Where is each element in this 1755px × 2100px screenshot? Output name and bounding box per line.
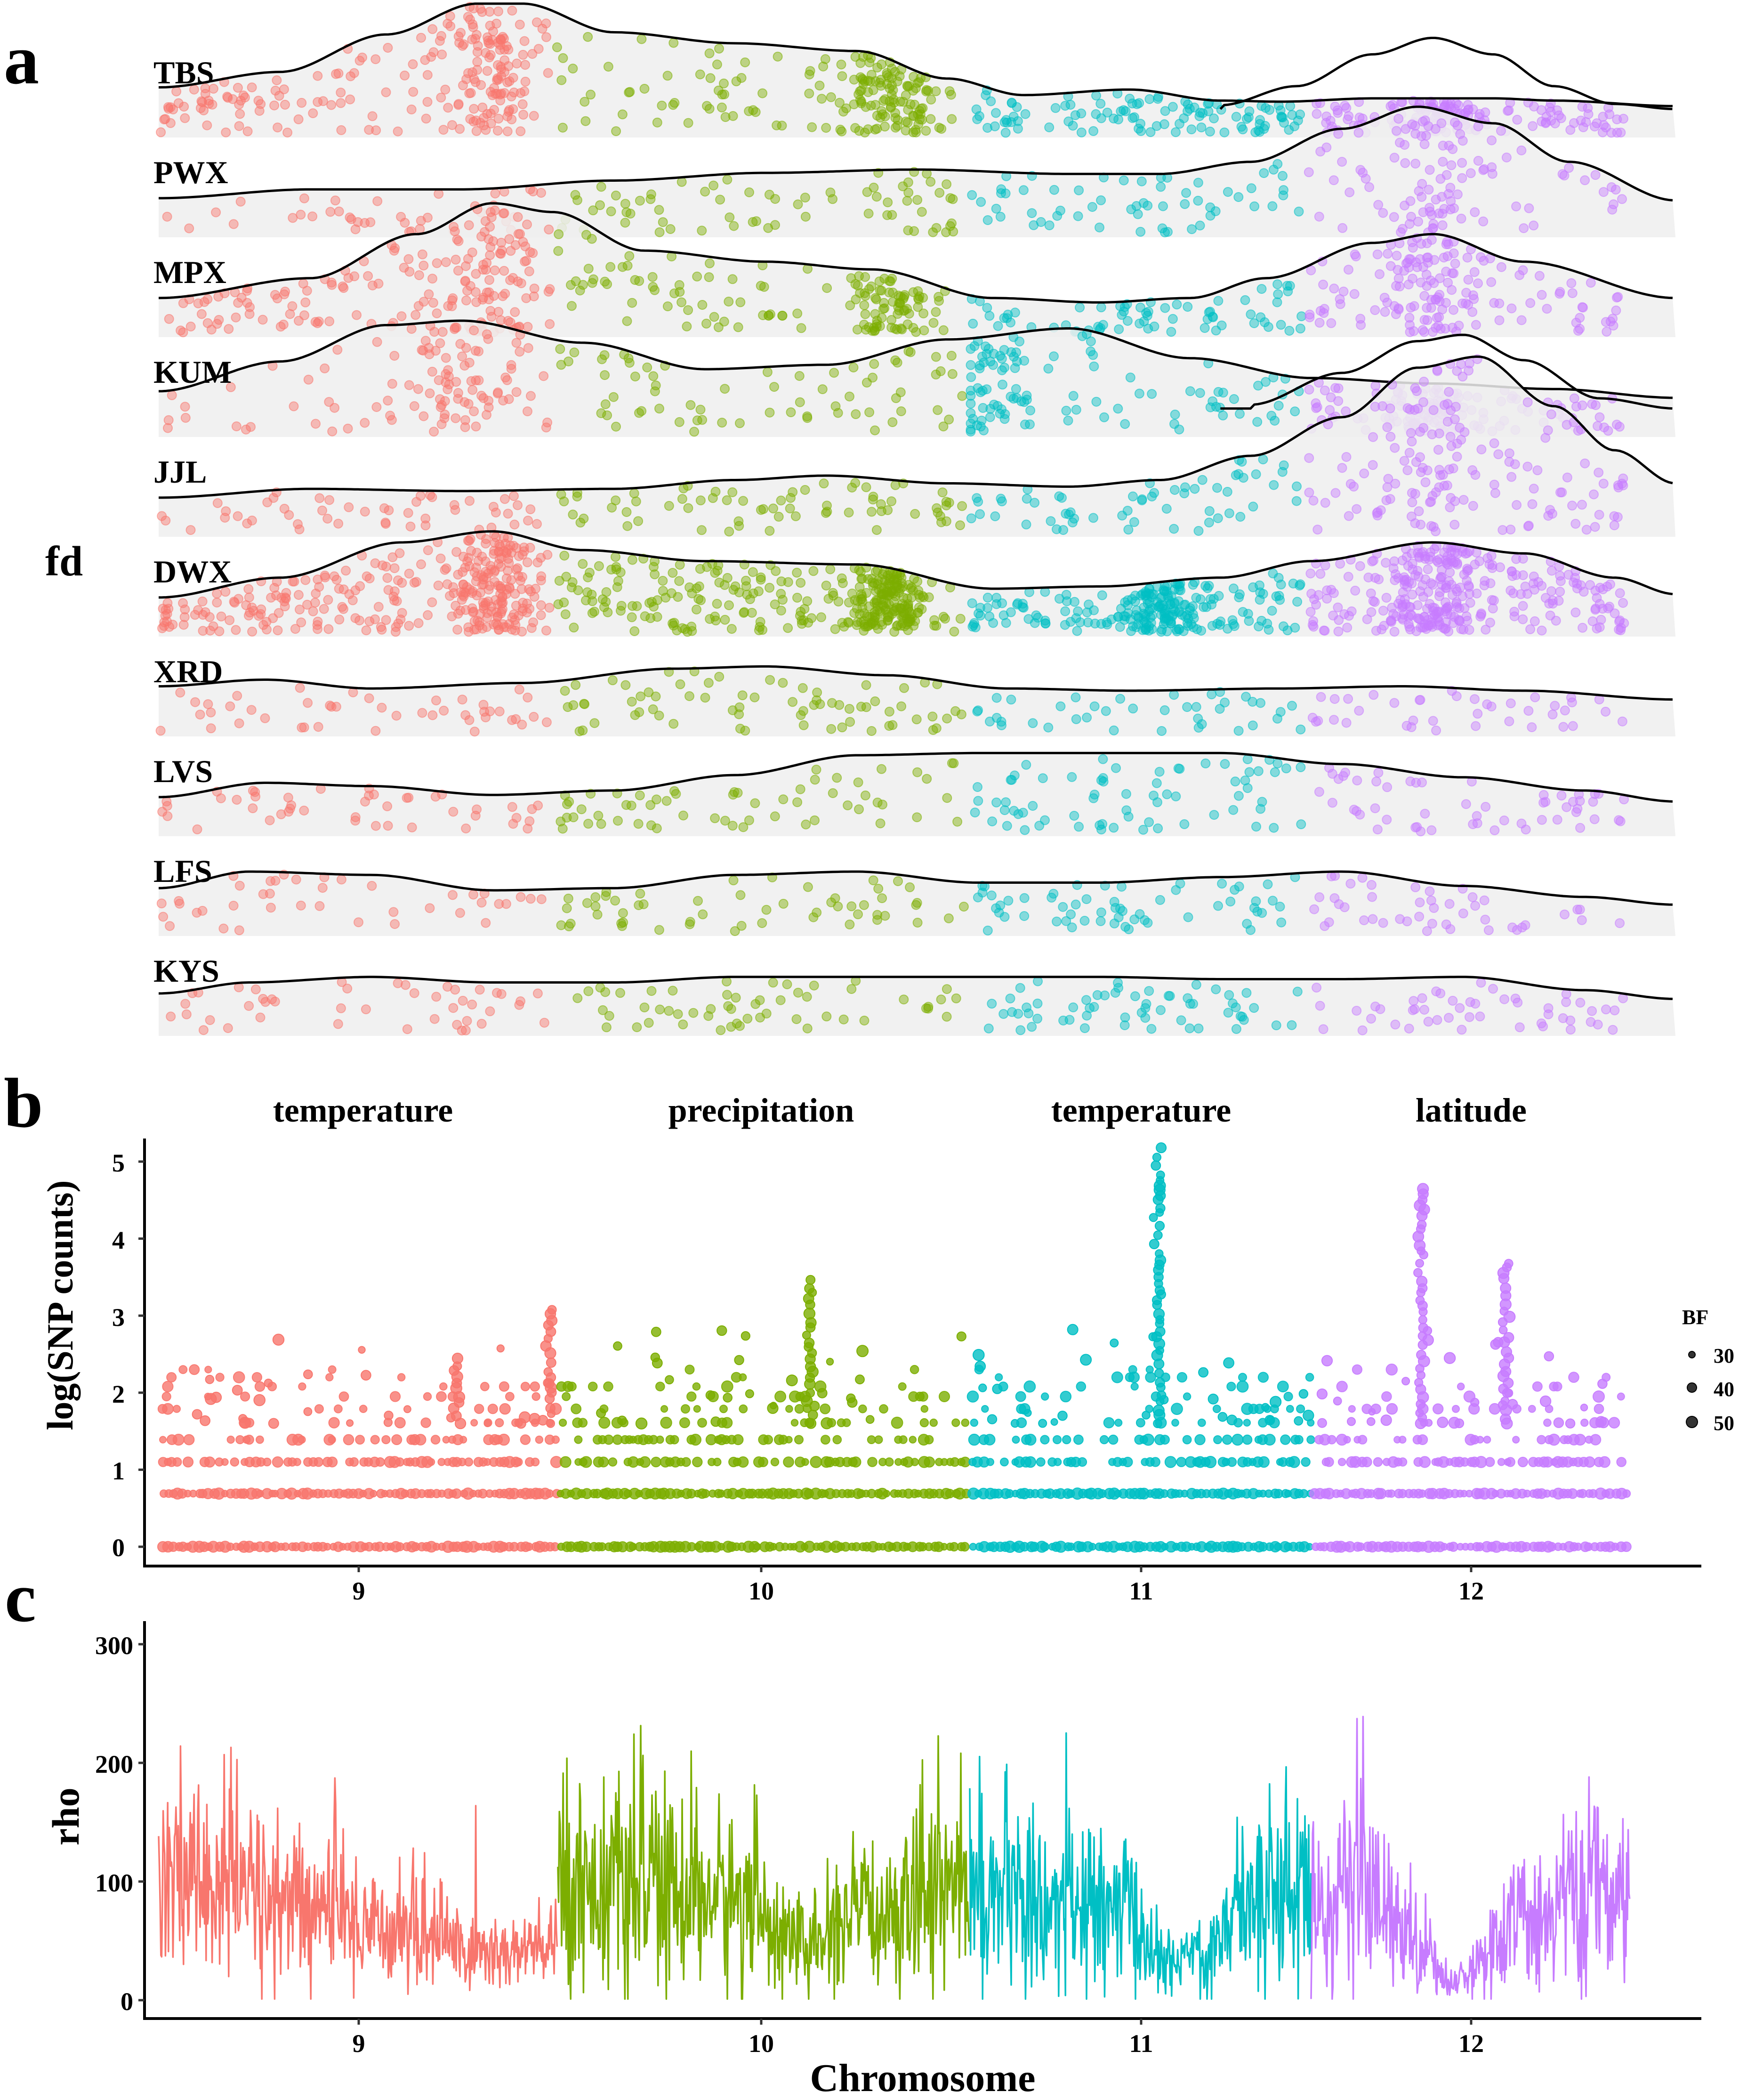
panel-letter-a: a bbox=[4, 24, 39, 95]
legend-label-40: 40 bbox=[1714, 1379, 1734, 1400]
b-xtick-11: 11 bbox=[1129, 1578, 1153, 1604]
b-points-chr9 bbox=[158, 1306, 562, 1552]
b-xtick-10: 10 bbox=[749, 1578, 774, 1604]
bf-legend bbox=[1686, 1351, 1698, 1428]
rho-axis-label: rho bbox=[47, 1788, 85, 1846]
c-ytick-300: 300 bbox=[95, 1633, 133, 1658]
rho-line-chr9 bbox=[159, 1746, 557, 1999]
panel-letter-b: b bbox=[4, 1068, 43, 1139]
log-snp-axis-label: log(SNP counts) bbox=[42, 1180, 79, 1430]
rho-line-chr11 bbox=[970, 1733, 1311, 1999]
chromosome-axis-label: Chromosome bbox=[810, 2059, 1035, 2098]
population-label-tbs: TBS bbox=[153, 57, 214, 89]
header-precipitation-chr10: precipitation bbox=[668, 1093, 854, 1127]
panel-letter-c: c bbox=[5, 1562, 36, 1633]
b-ytick-1: 1 bbox=[112, 1458, 125, 1484]
population-label-lfs: LFS bbox=[153, 855, 212, 887]
population-label-xrd: XRD bbox=[153, 655, 223, 687]
population-label-lvs: LVS bbox=[153, 755, 213, 787]
c-ytick-100: 100 bbox=[95, 1870, 133, 1896]
b-ytick-5: 5 bbox=[112, 1150, 125, 1176]
population-label-kum: KUM bbox=[153, 356, 232, 388]
ridge-dwx bbox=[158, 530, 1675, 637]
ridge-lfs bbox=[157, 870, 1675, 936]
rho-line-chr12 bbox=[1311, 1717, 1630, 1999]
fd-axis-label: fd bbox=[45, 541, 83, 583]
b-ytick-4: 4 bbox=[112, 1228, 125, 1253]
ridge-lvs bbox=[158, 753, 1675, 836]
header-temperature-chr11: temperature bbox=[1051, 1093, 1232, 1127]
header-latitude-chr12: latitude bbox=[1416, 1093, 1527, 1127]
b-xtick-9: 9 bbox=[353, 1578, 365, 1604]
panel-c-line bbox=[138, 1621, 1701, 2025]
b-points-chr11 bbox=[967, 1143, 1315, 1552]
b-ytick-2: 2 bbox=[112, 1381, 125, 1407]
b-ytick-3: 3 bbox=[112, 1305, 125, 1330]
legend-label-30: 30 bbox=[1714, 1346, 1734, 1366]
rho-line-chr10 bbox=[558, 1726, 969, 1999]
ridge-kys bbox=[159, 977, 1675, 1036]
population-label-kys: KYS bbox=[153, 955, 219, 987]
c-xtick-10: 10 bbox=[749, 2031, 774, 2056]
b-points-chr10 bbox=[557, 1276, 971, 1552]
legend-label-50: 50 bbox=[1714, 1413, 1734, 1434]
c-ytick-0: 0 bbox=[121, 1989, 133, 2014]
header-temperature-chr9: temperature bbox=[273, 1093, 453, 1127]
c-ytick-200: 200 bbox=[95, 1752, 133, 1777]
legend-title-bf: BF bbox=[1682, 1307, 1708, 1328]
b-ytick-0: 0 bbox=[112, 1535, 125, 1560]
population-label-dwx: DWX bbox=[153, 556, 232, 588]
panel-a-ridgeline bbox=[156, 2, 1675, 1036]
panel-b-scatter bbox=[138, 1139, 1701, 1572]
ridge-xrd bbox=[156, 666, 1675, 736]
population-label-mpx: MPX bbox=[153, 256, 226, 288]
c-xtick-11: 11 bbox=[1129, 2031, 1153, 2056]
b-xtick-12: 12 bbox=[1458, 1578, 1484, 1604]
b-points-chr12 bbox=[1310, 1183, 1631, 1552]
c-xtick-12: 12 bbox=[1458, 2031, 1484, 2056]
c-xtick-9: 9 bbox=[353, 2031, 365, 2056]
population-label-jjl: JJL bbox=[153, 456, 207, 488]
population-label-pwx: PWX bbox=[153, 156, 228, 188]
